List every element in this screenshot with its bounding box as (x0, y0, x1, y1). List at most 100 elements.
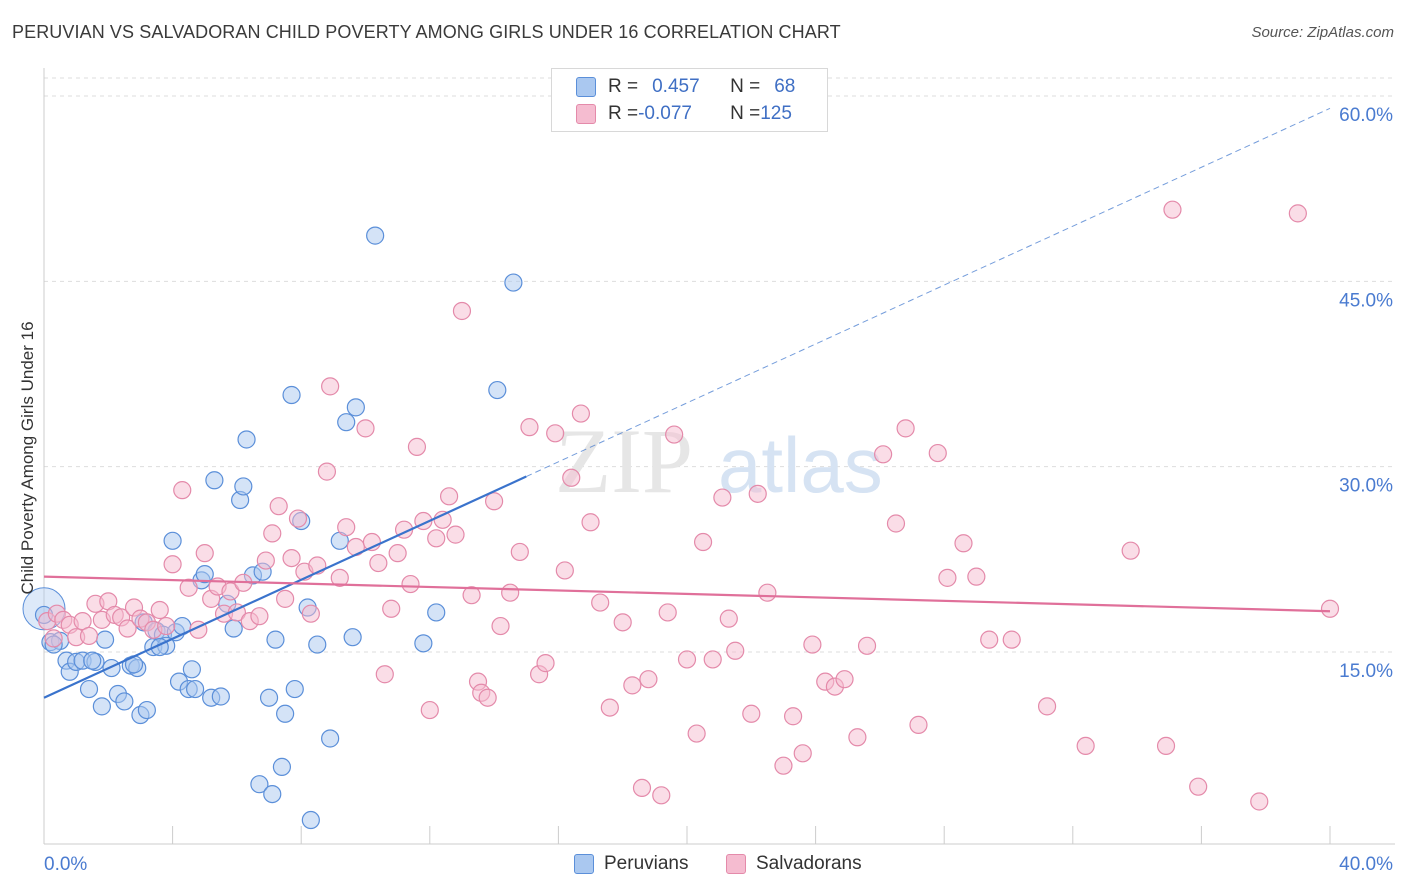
salvadoran-point (758, 583, 777, 602)
salvadoran-point (263, 524, 282, 543)
peruvian-point (259, 688, 279, 707)
salvadoran-point (726, 641, 745, 660)
salvadoran-point (1320, 599, 1340, 618)
legend-n-label: N = (730, 103, 761, 124)
salvadoran-point (462, 586, 481, 605)
salvadoran-point (835, 670, 854, 689)
salvadoran-point (874, 445, 893, 464)
legend-row-salvadorans: R = -0.077 N = 125 (576, 102, 792, 126)
salvadoran-point (581, 513, 600, 532)
salvadoran-point (632, 778, 652, 798)
salvadoran-point (658, 603, 677, 622)
peruvian-point (337, 413, 356, 432)
salvadoran-trend-line (43, 575, 1331, 613)
salvadoran-point (321, 377, 340, 396)
salvadoran-point (623, 676, 642, 695)
peruvian-point (282, 385, 301, 405)
legend-r-label: R = (608, 103, 639, 124)
salvadoran-point (591, 593, 610, 612)
peruvian-point (92, 697, 111, 716)
salvadoran-point (221, 582, 240, 601)
salvadoran-point (803, 635, 822, 654)
series-peruvians (22, 226, 523, 830)
legend-n-value: 125 (760, 103, 792, 124)
salvadoran-point (546, 424, 565, 443)
series-salvadorans (38, 200, 1340, 811)
peruvian-point (301, 810, 320, 830)
legend: R = 0.457 N = 68 R = -0.077 N = 125 (551, 68, 828, 132)
salvadoran-point (520, 418, 539, 437)
salvadoran-point (301, 604, 320, 623)
salvadoran-point (665, 425, 684, 444)
peruvian-point (346, 398, 365, 417)
salvadoran-point (382, 599, 401, 618)
salvadoran-point (774, 756, 793, 775)
salvadoran-point (282, 548, 301, 568)
salvadoran-point (1076, 736, 1095, 756)
peruvian-trend-extension (526, 107, 1331, 478)
salvadoran-point (179, 578, 198, 597)
salvadoran-point (375, 665, 394, 684)
chart-title: PERUVIAN VS SALVADORAN CHILD POVERTY AMO… (12, 22, 841, 42)
peruvian-point (250, 775, 269, 794)
salvadoran-point (536, 654, 555, 673)
peruvian-point (79, 679, 99, 699)
axes (43, 68, 1395, 845)
salvadoran-point (427, 529, 446, 548)
peruvian-point (205, 471, 224, 490)
salvadoran-point (1288, 204, 1307, 223)
salvadoran-point (276, 589, 295, 608)
peruvian-point (427, 603, 446, 622)
legend-row-peruvians: R = 0.457 N = 68 (576, 75, 795, 99)
salvadoran-point (439, 487, 459, 506)
bottom-swatch-salvadorans (726, 854, 746, 874)
peruvian-point (504, 273, 523, 292)
salvadoran-point (555, 561, 574, 580)
peruvian-trend-line (43, 475, 527, 699)
salvadoran-point (783, 707, 803, 726)
salvadoran-point (491, 616, 510, 636)
peruvian-point (285, 679, 304, 699)
salvadoran-point (1037, 697, 1057, 716)
salvadoran-point (317, 462, 337, 481)
peruvian-point (83, 651, 102, 670)
peruvian-point (308, 635, 327, 654)
salvadoran-point (157, 616, 176, 636)
peruvian-point (102, 658, 121, 678)
watermark-zip: ZIP (555, 410, 693, 512)
salvadoran-point (250, 607, 269, 626)
salvadoran-point (356, 419, 375, 438)
salvadoran-point (896, 419, 915, 438)
salvadoran-point (1156, 736, 1176, 756)
salvadoran-point (330, 568, 349, 587)
salvadoran-point (848, 728, 867, 747)
salvadoran-point (967, 567, 986, 586)
salvadoran-point (693, 532, 713, 552)
salvadoran-point (1189, 777, 1208, 796)
peruvian-point (263, 784, 282, 804)
bottom-legend-label: Salvadorans (756, 853, 862, 874)
x-tick-label: 0.0% (44, 854, 87, 875)
salvadoran-point (1121, 541, 1140, 560)
peruvian-point (95, 630, 115, 649)
salvadoran-point (79, 626, 99, 646)
salvadoran-point (938, 568, 957, 587)
salvadoran-point (269, 497, 288, 516)
peruvian-point (414, 634, 433, 653)
salvadoran-point (857, 636, 877, 655)
y-tick-label: 60.0% (1339, 105, 1393, 126)
salvadoran-point (407, 437, 427, 456)
peruvian-point (343, 628, 362, 647)
peruvian-point (182, 660, 201, 679)
salvadoran-point (420, 700, 439, 720)
peruvian-point (272, 757, 292, 777)
salvadoran-point (1250, 792, 1269, 811)
salvadoran-point (748, 484, 767, 503)
salvadoran-point (485, 492, 504, 511)
salvadoran-point (163, 555, 182, 574)
y-tick-label: 30.0% (1339, 476, 1393, 497)
peruvian-point (321, 729, 340, 748)
peruvian-point (137, 700, 156, 720)
salvadoran-point (150, 600, 169, 620)
peruvian-point (163, 531, 182, 550)
